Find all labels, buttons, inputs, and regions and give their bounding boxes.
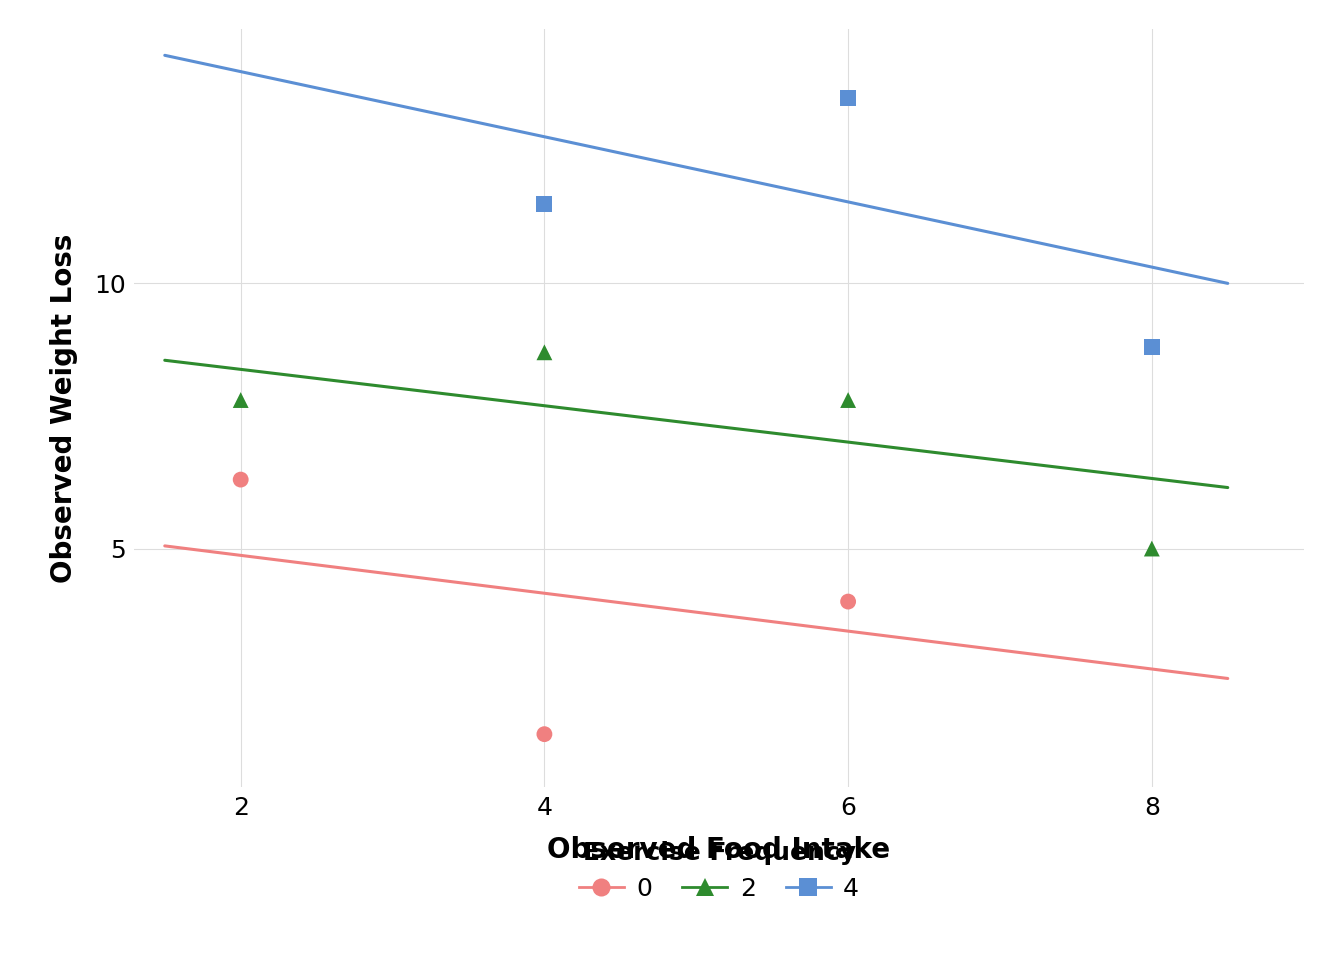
Point xyxy=(837,594,859,610)
Point xyxy=(534,196,555,211)
Point xyxy=(837,90,859,106)
Y-axis label: Observed Weight Loss: Observed Weight Loss xyxy=(50,233,78,583)
Point xyxy=(1141,339,1163,354)
Point xyxy=(534,727,555,742)
Point xyxy=(1141,540,1163,556)
Point xyxy=(230,472,251,488)
Legend: 0, 2, 4: 0, 2, 4 xyxy=(569,830,870,911)
Point xyxy=(837,393,859,408)
X-axis label: Observed Food Intake: Observed Food Intake xyxy=(547,836,891,864)
Point xyxy=(230,393,251,408)
Point xyxy=(534,345,555,360)
